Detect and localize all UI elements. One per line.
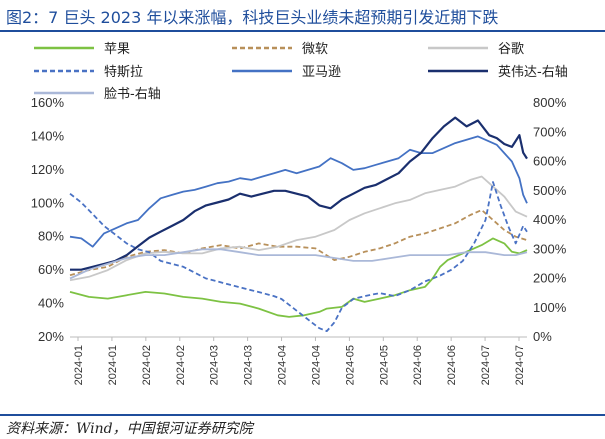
title-rule	[0, 30, 605, 32]
x-tick-label: 2024-04	[277, 345, 289, 385]
axes: 20% 40% 60% 80% 100% 120% 140% 160% 0% 100% 200% 30…	[31, 95, 567, 385]
y-left-tick-label: 80%	[38, 229, 64, 244]
y-left-tick-label: 60%	[38, 262, 64, 277]
x-tick-label: 2024-02	[141, 345, 153, 385]
y-right-tick-label: 800%	[533, 95, 567, 110]
legend-label: 谷歌	[498, 42, 524, 57]
y-right-tick-label: 100%	[533, 300, 567, 315]
series-lines	[69, 116, 528, 332]
y-left-tick-label: 40%	[38, 296, 64, 311]
x-tick-label: 2024-07	[514, 345, 526, 385]
y-right-tick-label: 700%	[533, 124, 567, 139]
x-tick-label: 2024-06	[446, 345, 458, 385]
y-right-tick-label: 600%	[533, 154, 567, 169]
y-left-tick-label: 140%	[31, 128, 65, 143]
series-line-英伟达-右轴	[70, 116, 528, 271]
y-right-tick-label: 300%	[533, 241, 567, 256]
source-note: 资料来源：Wind，中国银河证券研究院	[6, 421, 253, 437]
y-right-tick-label: 0%	[533, 329, 552, 344]
source-rule	[0, 414, 605, 416]
x-tick-label: 2024-06	[412, 345, 424, 385]
legend-label: 特斯拉	[104, 65, 143, 80]
x-tick-label: 2024-04	[310, 345, 322, 385]
legend-label: 脸书-右轴	[104, 87, 161, 102]
x-tick-label: 2024-01	[73, 345, 85, 385]
chart-title: 图2：7 巨头 2023 年以来涨幅，科技巨头业绩未超预期引发近期下跌	[6, 8, 499, 27]
y-right-tick-label: 500%	[533, 183, 567, 198]
series-line-亚马逊	[69, 135, 528, 248]
legend-label: 英伟达-右轴	[498, 65, 568, 80]
y-left-tick-label: 20%	[38, 329, 64, 344]
x-tick-label: 2024-02	[175, 345, 187, 385]
x-tick-label: 2024-03	[209, 345, 221, 385]
series-line-脸书-右轴	[69, 248, 528, 280]
y-left-tick-label: 100%	[31, 195, 65, 210]
series-line-谷歌	[69, 175, 528, 282]
legend-label: 苹果	[104, 42, 130, 57]
legend-label: 微软	[302, 42, 328, 57]
x-tick-label: 2024-05	[378, 345, 390, 385]
legend-label: 亚马逊	[302, 65, 341, 80]
x-tick-label: 2024-07	[480, 345, 492, 385]
y-right-tick-label: 200%	[533, 271, 567, 286]
x-tick-label: 2024-05	[344, 345, 356, 385]
x-tick-label: 2024-03	[243, 345, 255, 385]
x-tick-label: 2024-01	[107, 345, 119, 385]
y-right-tick-label: 400%	[533, 212, 567, 227]
series-line-微软	[69, 209, 528, 277]
y-left-tick-label: 120%	[31, 162, 65, 177]
y-left-tick-label: 160%	[31, 95, 65, 110]
